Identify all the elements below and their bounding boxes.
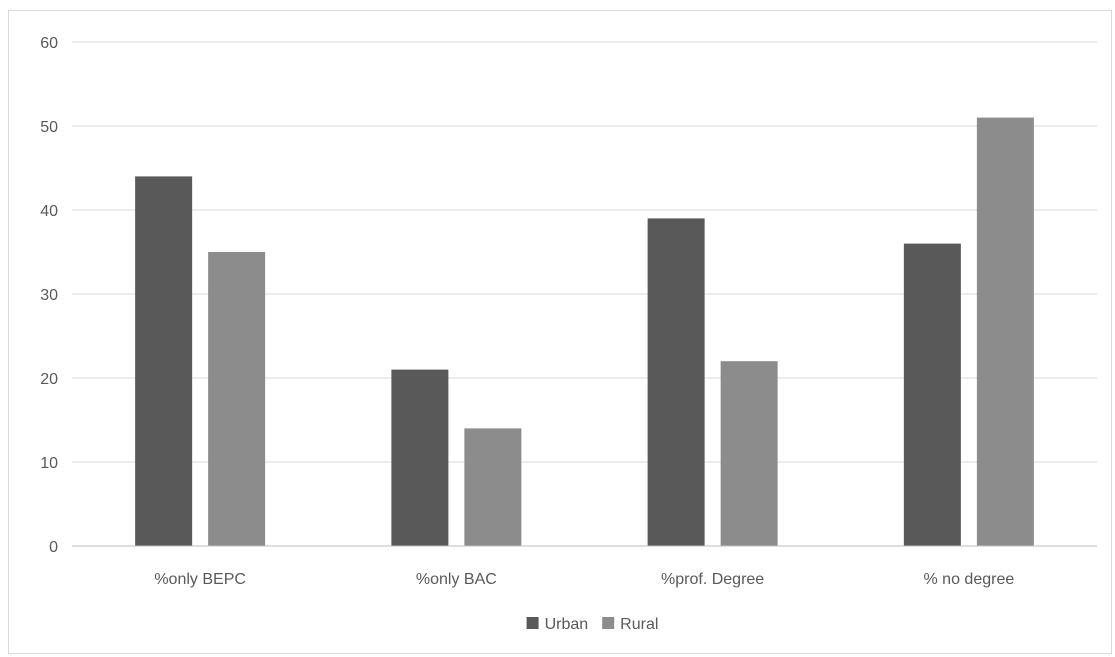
x-axis-category-labels: %only BEPC %only BAC %prof. Degree % no deg… bbox=[154, 571, 1014, 588]
bar-rural-2 bbox=[720, 361, 778, 546]
y-tick-label: 10 bbox=[40, 455, 58, 472]
y-tick-label: 30 bbox=[40, 287, 58, 304]
bar-urban-3 bbox=[903, 243, 961, 546]
bar-rural-1 bbox=[464, 428, 522, 546]
legend-label-urban: Urban bbox=[545, 616, 589, 633]
legend-swatch-urban bbox=[526, 617, 539, 629]
legend-label-rural: Rural bbox=[620, 616, 658, 633]
bar-rural-3 bbox=[976, 117, 1034, 546]
bar-rural-0 bbox=[208, 252, 266, 546]
y-tick-label: 60 bbox=[40, 35, 58, 52]
y-tick-label: 50 bbox=[40, 119, 58, 136]
x-category-label: %prof. Degree bbox=[661, 571, 764, 588]
bar-urban-1 bbox=[391, 369, 449, 546]
bars bbox=[135, 117, 1034, 546]
legend: Urban Rural bbox=[526, 616, 658, 633]
bar-urban-2 bbox=[647, 218, 705, 546]
y-tick-label: 40 bbox=[40, 203, 58, 220]
y-tick-label: 0 bbox=[49, 539, 58, 556]
legend-swatch-rural bbox=[602, 617, 615, 629]
x-category-label: %only BAC bbox=[416, 571, 497, 588]
x-category-label: % no degree bbox=[924, 571, 1015, 588]
y-axis-tick-labels: 0 10 20 30 40 50 60 bbox=[40, 35, 58, 556]
x-category-label: %only BEPC bbox=[154, 571, 246, 588]
y-tick-label: 20 bbox=[40, 371, 58, 388]
bar-urban-0 bbox=[135, 176, 193, 546]
